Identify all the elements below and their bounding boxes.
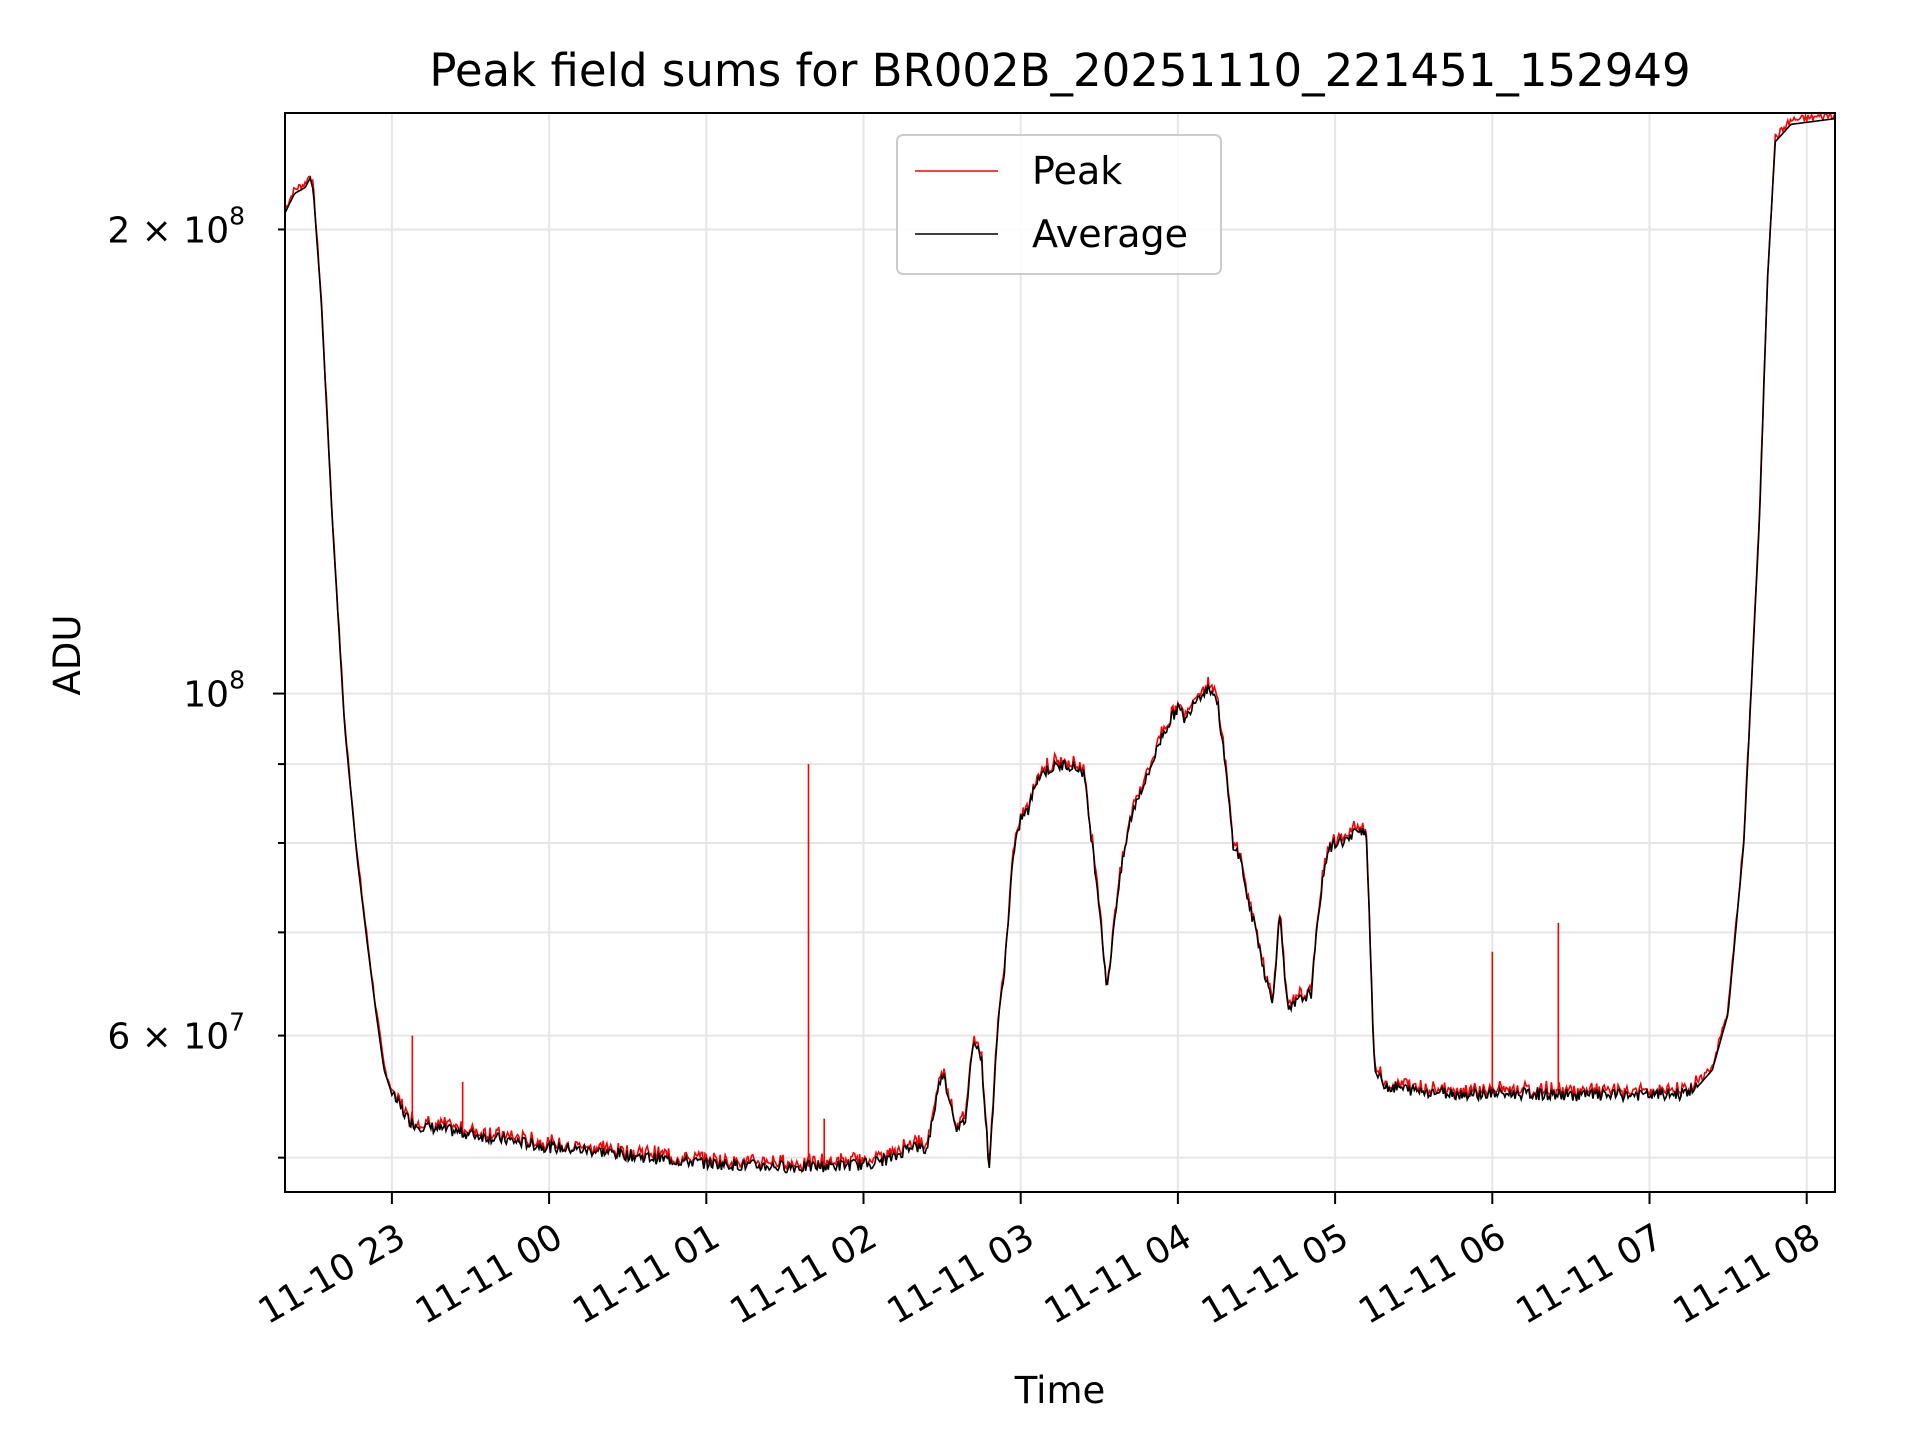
y-axis-label: ADU — [46, 615, 89, 696]
chart-title: Peak field sums for BR002B_20251110_2214… — [429, 44, 1690, 97]
y-tick-label-exponent: 8 — [229, 201, 245, 230]
series-layer — [284, 111, 1836, 1174]
x-axis-label: Time — [1014, 1369, 1106, 1412]
legend: Peak Average — [896, 134, 1222, 275]
y-tick-label: 108 — [183, 666, 245, 716]
y-tick-label-base: 2 × 10 — [107, 210, 229, 251]
y-tick-label: 6 × 107 — [107, 1008, 245, 1058]
plot-frame — [284, 112, 1836, 1193]
average-series-line — [284, 117, 1835, 1174]
grid-layer — [285, 113, 1835, 1192]
y-tick-label-exponent: 8 — [229, 666, 245, 695]
y-tick-label: 2 × 108 — [107, 201, 245, 251]
legend-box — [896, 134, 1222, 275]
y-tick-label-exponent: 7 — [229, 1008, 245, 1037]
legend-average-label: Average — [1032, 212, 1188, 256]
y-tick-label-base: 10 — [183, 675, 229, 716]
y-tick-label-base: 6 × 10 — [107, 1017, 229, 1058]
legend-peak-label: Peak — [1032, 149, 1122, 193]
